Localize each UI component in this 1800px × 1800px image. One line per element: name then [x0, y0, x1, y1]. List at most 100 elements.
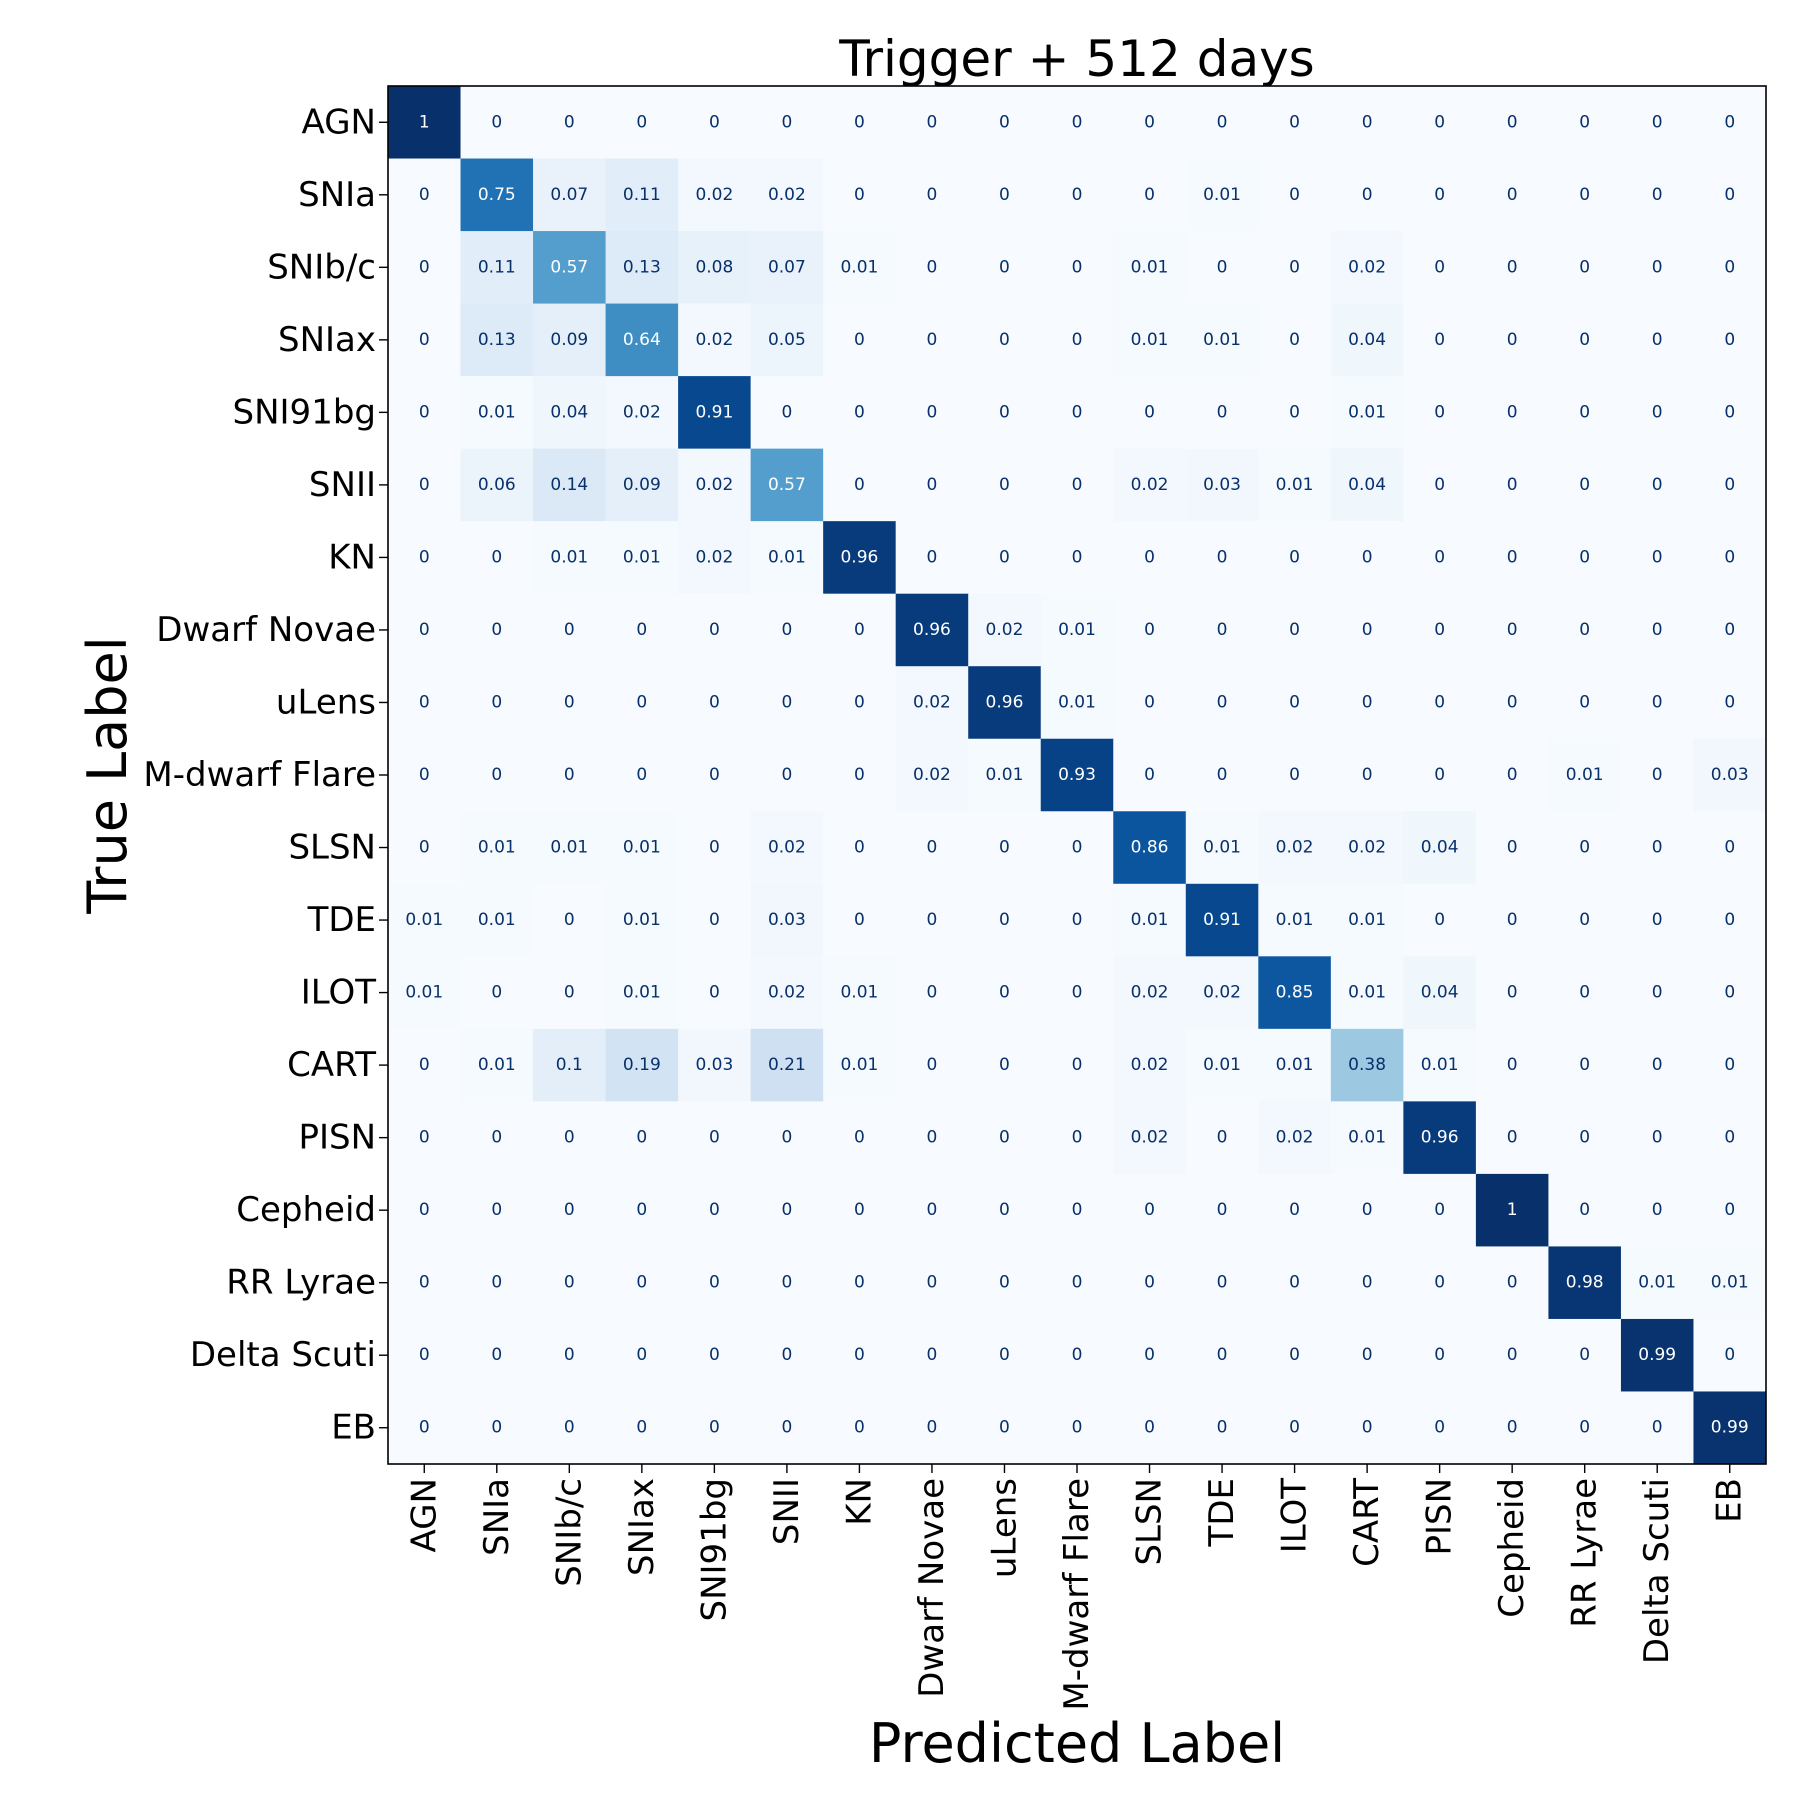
cell-value-label: 0.64	[623, 330, 661, 350]
x-tick-labels: AGN SNIa SNIb/c SNIax SNI91bg SNII KN Dwarf Nov…	[404, 1464, 1750, 1711]
cell-value-label: 0	[781, 1273, 792, 1293]
cell-value-label: 0	[1724, 620, 1735, 640]
heatmap-cell	[1330, 1028, 1404, 1102]
heatmap-cell	[1548, 811, 1622, 885]
cell-value-label: 0	[564, 1418, 575, 1438]
cell-value-label: 0	[1507, 475, 1518, 495]
heatmap-cell	[1330, 1173, 1404, 1247]
cell-value-label: 0	[636, 620, 647, 640]
heatmap-cell	[1040, 593, 1114, 667]
cell-value-label: 0	[1579, 1418, 1590, 1438]
cell-value-label: 0	[999, 547, 1010, 567]
x-tick-label: SNIb/c	[549, 1478, 589, 1587]
cell-value-label: 0.01	[1638, 1273, 1676, 1293]
heatmap-cell	[895, 303, 969, 377]
cell-value-label: 0	[1507, 765, 1518, 785]
cell-value-label: 0	[419, 475, 430, 495]
heatmap-cell	[1548, 593, 1622, 667]
heatmap-cell	[1403, 883, 1477, 957]
cell-value-label: 0	[1724, 1345, 1735, 1365]
cell-value-label: 0	[1217, 1273, 1228, 1293]
cell-value-label: 0.01	[1566, 765, 1604, 785]
cell-value-label: 0.03	[768, 910, 806, 930]
cell-value-label: 0.01	[1131, 330, 1169, 350]
heatmap-cell	[1693, 666, 1767, 740]
heatmap-cell	[1113, 1391, 1187, 1465]
cell-value-label: 0	[419, 838, 430, 858]
cell-value-label: 0.03	[1711, 765, 1749, 785]
heatmap-cell	[1475, 521, 1549, 595]
cell-value-label: 0	[636, 1128, 647, 1148]
cell-value-label: 0	[1434, 1200, 1445, 1220]
y-tick-label: AGN	[302, 102, 376, 142]
heatmap-cell	[1330, 956, 1404, 1030]
cell-value-label: 0	[1144, 112, 1155, 132]
cell-value-label: 0	[1072, 547, 1083, 567]
heatmap-cell	[1620, 1173, 1694, 1247]
cell-value-label: 0	[1579, 547, 1590, 567]
cell-value-label: 0	[1362, 765, 1373, 785]
cell-value-label: 0	[1579, 983, 1590, 1003]
heatmap-cell	[1113, 86, 1187, 160]
heatmap-cell	[1185, 231, 1259, 305]
cell-value-label: 0	[491, 112, 502, 132]
heatmap-cell	[533, 86, 607, 160]
heatmap-cell	[1258, 86, 1332, 160]
heatmap-cell	[460, 593, 534, 667]
heatmap-cell	[1693, 1318, 1767, 1392]
cell-value-label: 0	[1434, 620, 1445, 640]
heatmap-cell	[1620, 1101, 1694, 1175]
cell-value-label: 0	[1144, 1345, 1155, 1365]
cell-value-label: 0	[1072, 1345, 1083, 1365]
cell-value-label: 0	[1724, 185, 1735, 205]
cell-value-label: 0	[1434, 1273, 1445, 1293]
heatmap-cell	[1475, 303, 1549, 377]
cell-value-label: 0	[1724, 475, 1735, 495]
heatmap-cell	[1475, 811, 1549, 885]
heatmap-cell	[1548, 666, 1622, 740]
heatmap-cell	[1330, 1391, 1404, 1465]
cell-value-label: 0	[419, 765, 430, 785]
cell-value-label: 0	[1217, 112, 1228, 132]
x-tick-label: Cepheid	[1492, 1478, 1532, 1618]
cell-value-label: 0	[1507, 1273, 1518, 1293]
heatmap-cell	[1403, 158, 1477, 232]
heatmap-cell	[1330, 1101, 1404, 1175]
heatmap-cell	[1040, 231, 1114, 305]
cell-value-label: 0	[1289, 692, 1300, 712]
heatmap-cell	[460, 1318, 534, 1392]
cell-value-label: 0	[1289, 330, 1300, 350]
heatmap-cell	[968, 956, 1042, 1030]
heatmap-cell	[1258, 811, 1332, 885]
heatmap-cell	[1693, 86, 1767, 160]
heatmap-cell	[1620, 521, 1694, 595]
cell-value-label: 0	[999, 910, 1010, 930]
heatmap-cell	[895, 158, 969, 232]
cell-value-label: 0	[999, 1200, 1010, 1220]
y-tick-label: SNIax	[278, 320, 376, 360]
x-tick-label: ILOT	[1275, 1478, 1315, 1554]
heatmap-cell	[1185, 666, 1259, 740]
cell-value-label: 0.14	[550, 475, 588, 495]
heatmap-cell	[1330, 738, 1404, 812]
heatmap-cell	[1548, 376, 1622, 450]
heatmap-cell	[895, 521, 969, 595]
heatmap-cell	[968, 86, 1042, 160]
y-tick-label: EB	[331, 1408, 376, 1448]
heatmap-cell	[1330, 811, 1404, 885]
heatmap-cell	[823, 1246, 897, 1320]
heatmap-cell	[1185, 956, 1259, 1030]
cell-value-label: 0	[1217, 765, 1228, 785]
x-tick-label: RR Lyrae	[1565, 1478, 1605, 1628]
heatmap-cell	[533, 956, 607, 1030]
y-tick-label: PISN	[298, 1118, 376, 1158]
cell-value-label: 0	[927, 257, 938, 277]
heatmap-cell	[1113, 158, 1187, 232]
heatmap-cell	[678, 86, 752, 160]
cell-value-label: 0	[419, 1128, 430, 1148]
cell-value-label: 0	[1072, 257, 1083, 277]
heatmap-cell	[533, 303, 607, 377]
heatmap-cell	[678, 376, 752, 450]
heatmap-cell	[1403, 1173, 1477, 1247]
heatmap-cell	[1693, 521, 1767, 595]
